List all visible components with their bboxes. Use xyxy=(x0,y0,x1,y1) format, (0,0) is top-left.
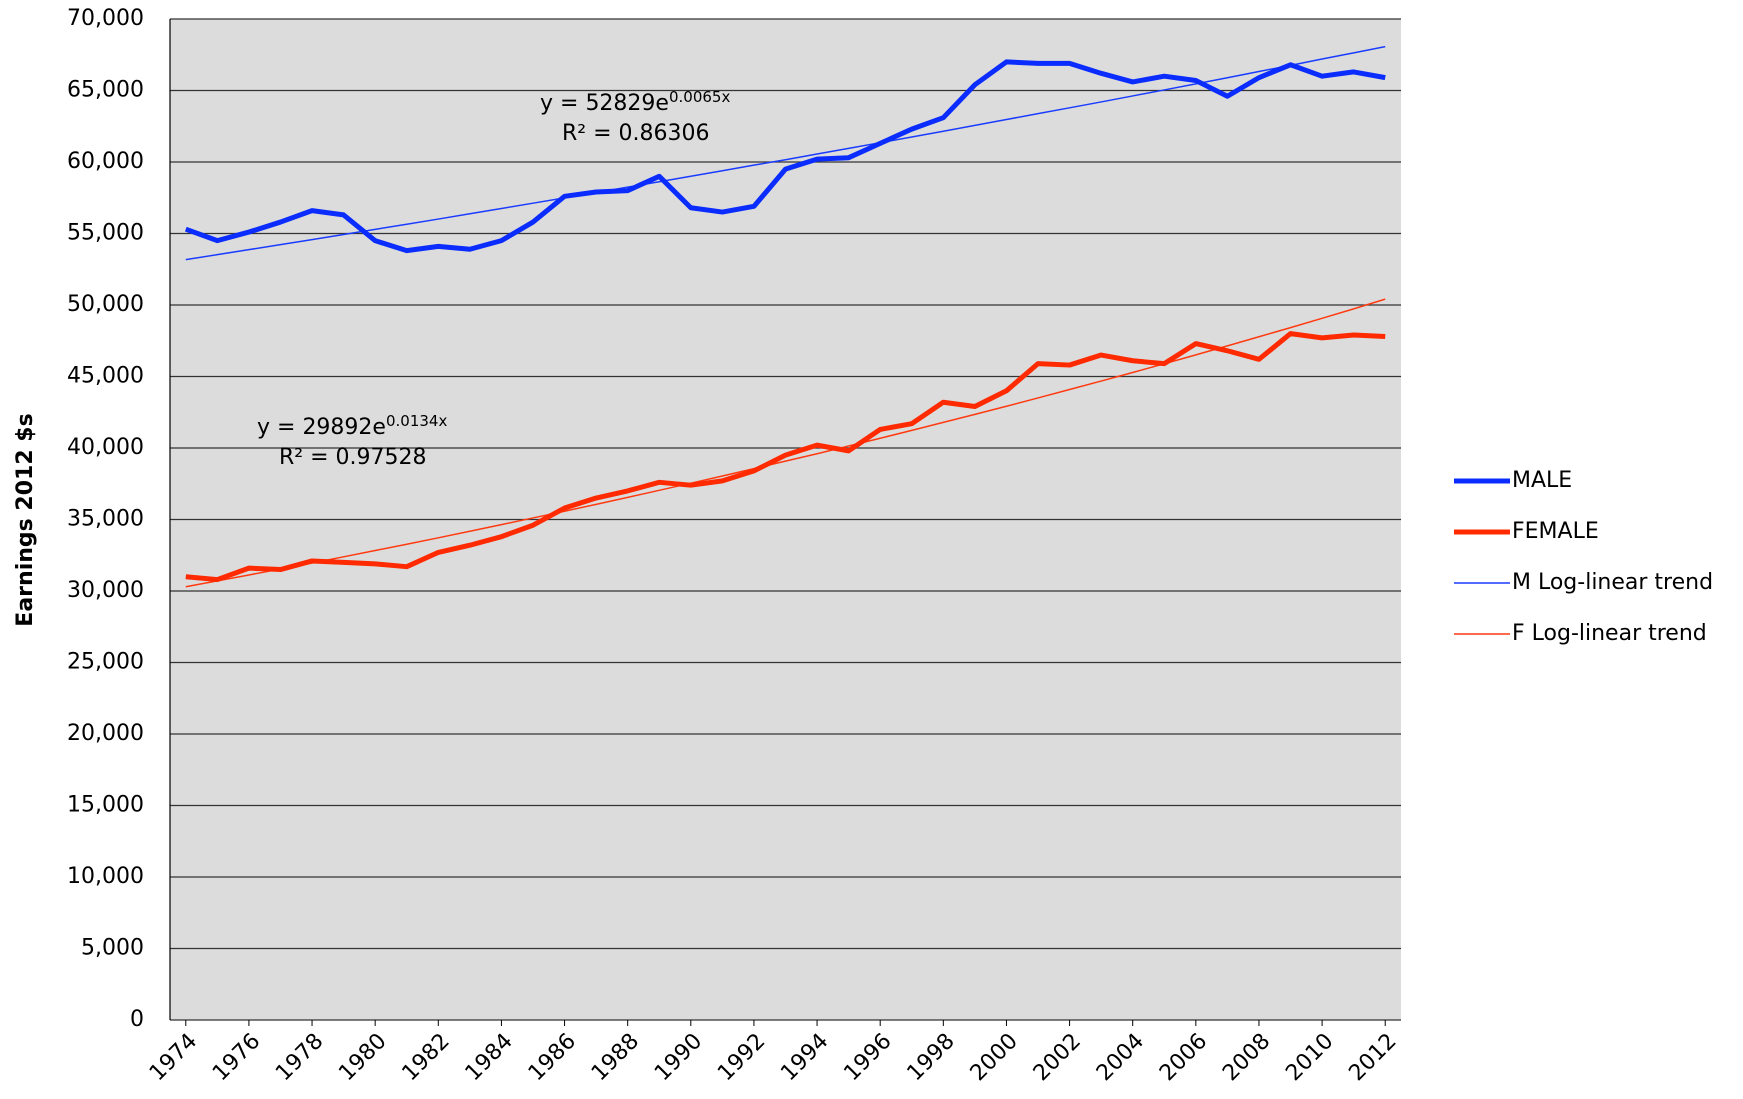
series-line xyxy=(185,331,1386,583)
x-tick-label: 2008 xyxy=(1218,1029,1275,1086)
y-tick-label: 60,000 xyxy=(67,149,144,174)
legend-label: M Log-linear trend xyxy=(1512,570,1713,595)
x-tick-label: 1996 xyxy=(839,1029,896,1086)
annotation: y = 29892e0.0134x R² = 0.97528 xyxy=(257,412,447,471)
y-tick-label: 5,000 xyxy=(81,936,144,961)
y-tick-label: 10,000 xyxy=(67,864,144,889)
y-tick-label: 35,000 xyxy=(67,507,144,532)
y-tick-label: 15,000 xyxy=(67,793,144,818)
equation: y = 29892e0.0134x xyxy=(257,412,447,441)
x-tick-label: 2006 xyxy=(1155,1029,1212,1086)
series-line xyxy=(185,45,1386,261)
x-tick-label: 2002 xyxy=(1029,1029,1086,1086)
x-tick-label: 1980 xyxy=(334,1029,391,1086)
r-squared: R² = 0.86306 xyxy=(562,121,710,146)
x-tick-label: 1982 xyxy=(398,1029,455,1086)
x-tick-label: 1974 xyxy=(145,1029,202,1086)
y-tick-label: 20,000 xyxy=(67,721,144,746)
r-squared: R² = 0.97528 xyxy=(279,445,427,470)
x-tick-label: 2004 xyxy=(1092,1029,1149,1086)
y-tick-label: 50,000 xyxy=(67,292,144,317)
series-line xyxy=(184,59,1386,254)
y-tick-label: 70,000 xyxy=(67,6,144,31)
equation: y = 52829e0.0065x xyxy=(540,88,730,117)
equation-exponent: 0.0134x xyxy=(386,412,447,430)
x-tick-label: 1992 xyxy=(713,1029,770,1086)
series-line xyxy=(185,298,1386,588)
y-tick-label: 25,000 xyxy=(67,650,144,675)
y-tick-label: 30,000 xyxy=(67,578,144,603)
x-tick-label: 1994 xyxy=(776,1029,833,1086)
x-tick-label: 1998 xyxy=(903,1029,960,1086)
x-tick-label: 1976 xyxy=(208,1029,265,1086)
annotation: y = 52829e0.0065x R² = 0.86306 xyxy=(540,88,730,147)
legend-label: FEMALE xyxy=(1512,519,1599,544)
x-tick-label: 1988 xyxy=(587,1029,644,1086)
equation-exponent: 0.0065x xyxy=(669,88,730,106)
y-tick-label: 40,000 xyxy=(67,435,144,460)
equation-base: y = 29892e xyxy=(257,415,386,440)
y-tick-label: 45,000 xyxy=(67,364,144,389)
legend-label: MALE xyxy=(1512,468,1572,493)
x-tick-label: 2012 xyxy=(1344,1029,1401,1086)
x-tick-label: 1984 xyxy=(461,1029,518,1086)
y-tick-label: 65,000 xyxy=(67,78,144,103)
y-tick-label: 0 xyxy=(130,1007,144,1032)
y-axis-label: Earnings 2012 $s xyxy=(13,413,38,626)
x-tick-label: 1978 xyxy=(271,1029,328,1086)
x-tick-label: 2000 xyxy=(966,1029,1023,1086)
legend-label: F Log-linear trend xyxy=(1512,621,1707,646)
x-tick-label: 1986 xyxy=(524,1029,581,1086)
x-tick-label: 2010 xyxy=(1281,1029,1338,1086)
x-tick-label: 1990 xyxy=(650,1029,707,1086)
equation-base: y = 52829e xyxy=(540,91,669,116)
y-tick-label: 55,000 xyxy=(67,221,144,246)
